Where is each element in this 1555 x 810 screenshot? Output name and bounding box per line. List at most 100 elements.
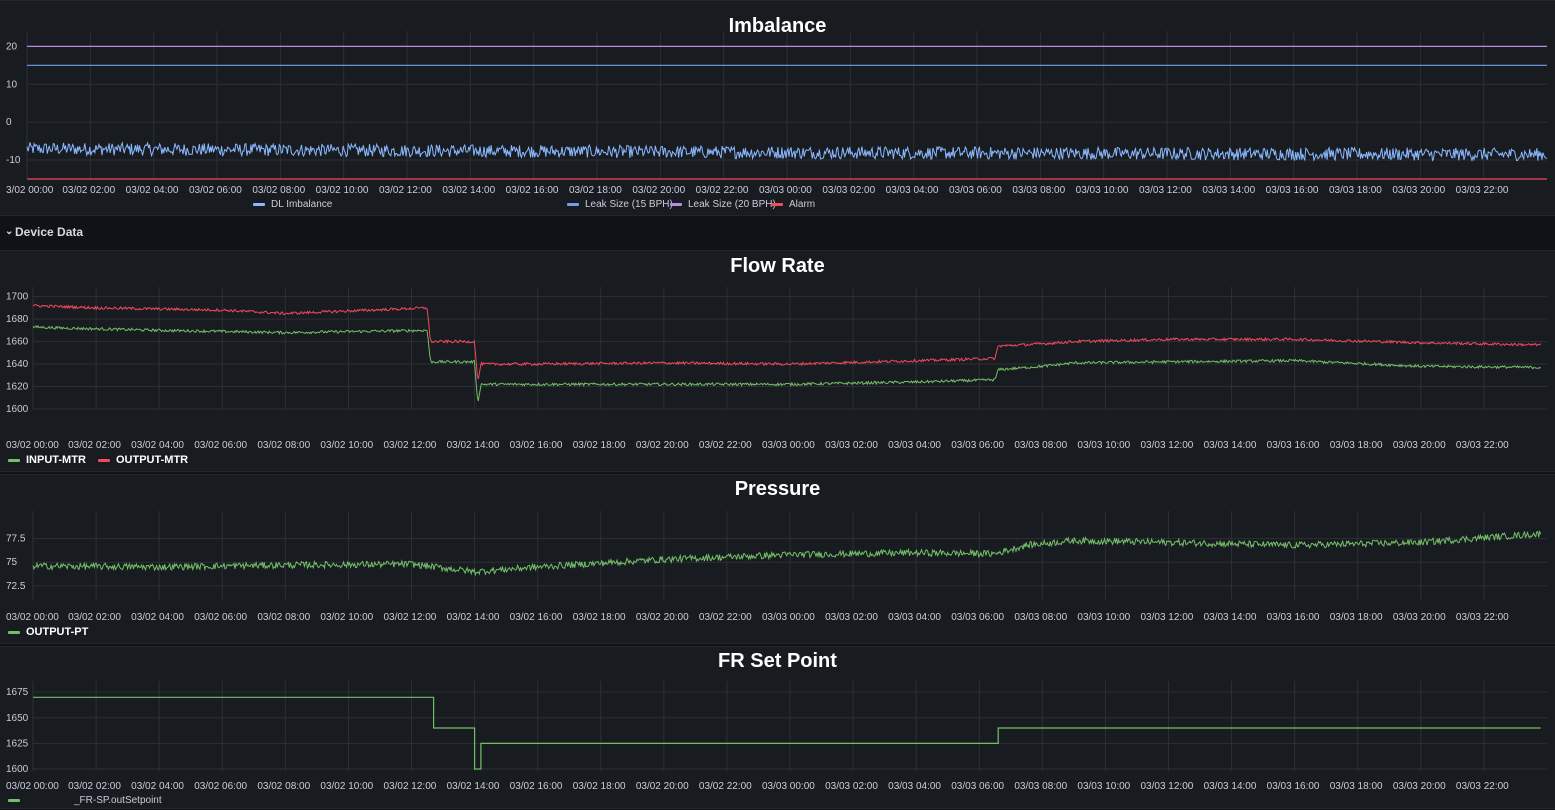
y-tick-label: 1675 [6, 687, 29, 698]
legend-swatch [8, 458, 20, 462]
pressure-panel: Pressure 03/02 00:00 03/02 02:00 03/02 04:… [0, 474, 1555, 644]
x-tick-label: 03/02 20:00 [636, 781, 689, 792]
legend-swatch [98, 458, 110, 462]
x-tick-label: 03/02 06:00 [194, 440, 247, 451]
panel-title[interactable]: Pressure [734, 478, 821, 500]
x-tick-label: 03/02 02:00 [68, 440, 121, 451]
panel-title[interactable]: Flow Rate [730, 255, 825, 277]
x-tick-label: 03/03 14:00 [1202, 185, 1255, 196]
x-tick-label: 03/03 22:00 [1456, 781, 1509, 792]
x-tick-label: 03/02 14:00 [447, 612, 500, 623]
x-tick-label: 03/02 08:00 [257, 781, 310, 792]
pressure-chart[interactable]: 03/02 00:00 03/02 02:00 03/02 04:00 03/02 0… [0, 475, 1555, 645]
y-tick-label: 1600 [6, 764, 29, 775]
panel-title[interactable]: FR Set Point [718, 650, 837, 672]
x-tick-label: 03/03 14:00 [1204, 612, 1257, 623]
x-tick-label: 03/03 14:00 [1204, 440, 1257, 451]
x-tick-label: 03/02 14:00 [442, 185, 495, 196]
x-tick-label: 03/02 10:00 [320, 612, 373, 623]
y-tick-label: 77.5 [6, 534, 26, 545]
fr-set-point-chart[interactable]: 03/02 00:00 03/02 02:00 03/02 04:00 03/02 0… [0, 647, 1555, 810]
legend-item-input-mtr[interactable]: INPUT-MTR [8, 454, 86, 466]
x-tick-label: 3/02 00:00 [6, 185, 54, 196]
x-tick-label: 03/03 10:00 [1077, 781, 1130, 792]
x-tick-label: 03/03 08:00 [1014, 781, 1067, 792]
y-tick-label: 75 [6, 557, 18, 568]
fr-set-point-legend: _FR-SP.outSetpoint [0, 795, 1555, 809]
x-tick-label: 03/03 12:00 [1141, 781, 1194, 792]
row-header-device-data[interactable]: ⌄ Device Data [0, 216, 1555, 250]
x-tick-label: 03/03 16:00 [1267, 781, 1320, 792]
y-tick-label: 72.5 [6, 581, 26, 592]
x-tick-label: 03/02 00:00 [6, 781, 59, 792]
x-tick-label: 03/02 18:00 [573, 612, 626, 623]
y-tick-label: 1680 [6, 314, 29, 325]
x-tick-label: 03/03 12:00 [1139, 185, 1192, 196]
x-tick-label: 03/02 16:00 [506, 185, 559, 196]
fr-set-point-panel: FR Set Point 03/02 00:00 03/02 02:00 03/02… [0, 646, 1555, 809]
x-tick-label: 03/02 04:00 [131, 612, 184, 623]
x-tick-label: 03/03 20:00 [1393, 440, 1446, 451]
imbalance-chart[interactable]: 3/02 00:00 03/02 02:00 03/02 04:00 03/02 06… [0, 1, 1555, 217]
x-tick-label: 03/02 16:00 [510, 781, 563, 792]
legend-item-leak-20[interactable]: Leak Size (20 BPH) [670, 199, 776, 210]
legend-item-leak-15[interactable]: Leak Size (15 BPH) [567, 199, 673, 210]
y-tick-label: 1640 [6, 359, 29, 370]
chevron-down-icon: ⌄ [5, 226, 14, 237]
series-line-output-mtr[interactable] [32, 303, 1542, 380]
x-tick-label: 03/02 16:00 [510, 440, 563, 451]
y-tick-label: 10 [6, 79, 18, 90]
x-tick-label: 03/03 00:00 [759, 185, 812, 196]
y-tick-label: 1620 [6, 382, 29, 393]
y-tick-label: 1650 [6, 713, 29, 724]
legend-swatch [253, 202, 265, 206]
x-tick-label: 03/02 10:00 [316, 185, 369, 196]
legend-item-dl-imbalance[interactable]: DL Imbalance [253, 199, 332, 210]
x-tick-label: 03/03 08:00 [1014, 612, 1067, 623]
legend-swatch [8, 630, 20, 634]
x-tick-label: 03/03 04:00 [886, 185, 939, 196]
x-tick-label: 03/02 14:00 [447, 440, 500, 451]
legend-item-output-pt[interactable]: OUTPUT-PT [8, 626, 88, 638]
flow-rate-chart[interactable]: 03/02 00:00 03/02 02:00 03/02 04:00 03/02 0… [0, 251, 1555, 473]
x-tick-label: 03/02 04:00 [131, 440, 184, 451]
series-line-output-pt[interactable] [32, 529, 1542, 577]
x-tick-label: 03/03 06:00 [951, 440, 1004, 451]
y-tick-label: 1625 [6, 738, 29, 749]
x-tick-label: 03/02 10:00 [320, 781, 373, 792]
x-tick-label: 03/03 00:00 [762, 440, 815, 451]
x-tick-label: 03/03 02:00 [825, 781, 878, 792]
x-tick-label: 03/02 22:00 [699, 612, 752, 623]
legend-swatch [8, 798, 20, 802]
x-tick-label: 03/03 04:00 [888, 612, 941, 623]
x-tick-label: 03/03 22:00 [1456, 612, 1509, 623]
series-line-input-mtr[interactable] [32, 324, 1541, 402]
imbalance-legend: DL Imbalance Leak Size (15 BPH) Leak Siz… [0, 199, 1555, 213]
x-tick-label: 03/02 22:00 [699, 440, 752, 451]
x-tick-label: 03/02 12:00 [384, 781, 437, 792]
x-tick-label: 03/03 06:00 [951, 612, 1004, 623]
pressure-legend: OUTPUT-PT [0, 626, 1555, 640]
x-tick-label: 03/03 06:00 [949, 185, 1002, 196]
legend-item-alarm[interactable]: Alarm [771, 199, 815, 210]
flow-rate-panel: Flow Rate 03/02 00:00 03/02 02:00 03/02 04… [0, 250, 1555, 472]
x-tick-label: 03/03 12:00 [1141, 612, 1194, 623]
series-line--fr-sp-outsetpoint[interactable] [33, 696, 1541, 770]
panel-title[interactable]: Imbalance [728, 15, 827, 37]
x-tick-label: 03/02 20:00 [636, 440, 689, 451]
x-tick-label: 03/02 02:00 [68, 612, 121, 623]
x-tick-label: 03/03 14:00 [1204, 781, 1257, 792]
x-tick-label: 03/02 18:00 [573, 781, 626, 792]
series-line-dl-imbalance[interactable] [26, 141, 1548, 163]
legend-item-output-mtr[interactable]: OUTPUT-MTR [98, 454, 188, 466]
x-tick-label: 03/03 20:00 [1392, 185, 1445, 196]
x-tick-label: 03/03 10:00 [1077, 440, 1130, 451]
x-tick-label: 03/02 16:00 [510, 612, 563, 623]
row-title: Device Data [15, 225, 84, 239]
legend-swatch [670, 202, 682, 206]
legend-item-fr-sp[interactable]: _FR-SP.outSetpoint [8, 795, 162, 806]
legend-swatch [771, 202, 783, 206]
x-tick-label: 03/02 04:00 [131, 781, 184, 792]
flow-rate-legend: INPUT-MTR OUTPUT-MTR [0, 454, 1555, 468]
x-tick-label: 03/02 18:00 [569, 185, 622, 196]
